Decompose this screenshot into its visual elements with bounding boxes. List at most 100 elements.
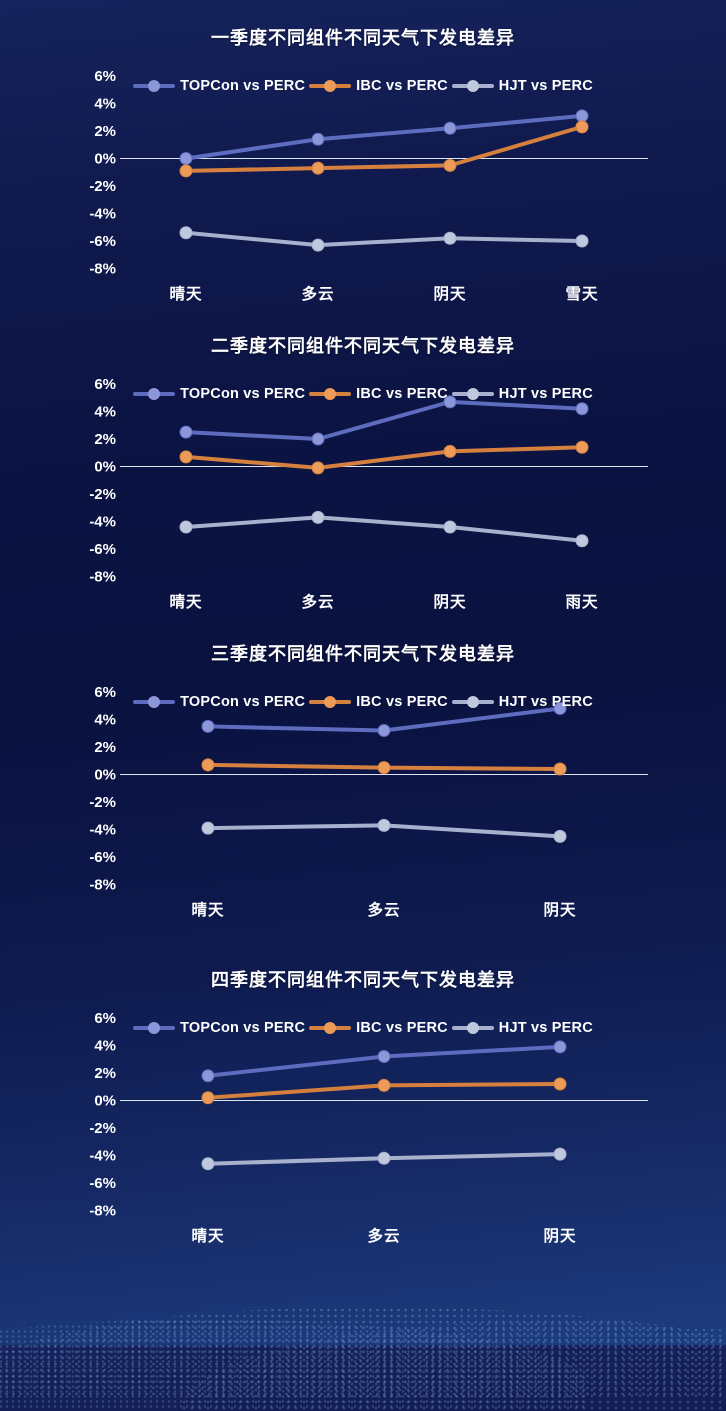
legend-item-hjt: HJT vs PERC [451,78,593,94]
y-tick-label: -6% [89,233,116,250]
data-point-marker [179,152,193,165]
y-tick-label: -6% [89,1175,116,1192]
y-tick-label: -6% [89,849,116,866]
series-line-hjt [184,515,584,543]
data-point-marker [201,758,215,772]
hjt-line-marker-icon [451,388,494,400]
data-point-marker [575,440,589,454]
data-point-marker [179,450,193,464]
x-axis-label: 晴天 [191,1227,224,1245]
data-point-marker [377,818,391,832]
y-tick-label: 2% [94,431,116,448]
y-tick-label: 4% [94,1038,116,1055]
series-line-ibc [184,124,584,173]
x-axis-label: 阴天 [543,901,576,919]
x-axis-label: 多云 [301,284,334,303]
legend-label-topcon: TOPCon vs PERC [180,78,306,94]
data-point-marker [377,1151,391,1165]
data-point-marker [311,161,325,175]
page-background: 一季度不同组件不同天气下发电差异 TOPCon vs PERC IBC vs P… [0,26,726,1411]
data-point-marker [201,1157,215,1171]
series-line-hjt [184,230,584,248]
x-axis-label: 阴天 [433,593,466,611]
data-point-marker [311,132,325,146]
data-point-marker [553,829,567,843]
chart-q1-plot: 6% 4% 2% 0% -2% -4% -6% -8% 晴天 多云 阴天 雪天 [89,68,648,303]
data-point-marker [201,821,215,835]
legend-item-topcon: TOPCon vs PERC [133,1020,305,1036]
data-point-marker [575,109,589,123]
legend-item-ibc: IBC vs PERC [309,386,448,402]
y-tick-label: 4% [94,404,116,421]
chart-q2-title: 二季度不同组件不同天气下发电差异 [211,336,515,356]
legend-item-hjt: HJT vs PERC [451,694,593,710]
data-point-marker [311,461,325,475]
y-tick-label: 4% [94,96,116,113]
y-tick-label: 6% [94,376,116,393]
x-axis-label: 多云 [367,1226,400,1245]
y-tick-label: -2% [89,486,116,503]
x-axis-label: 雪天 [565,285,598,303]
data-point-marker [443,395,457,409]
chart-q3-legend: TOPCon vs PERC IBC vs PERC HJT vs PERC [0,694,726,710]
y-tick-label: 2% [94,123,116,140]
data-point-marker [377,1050,391,1063]
data-point-marker [575,234,589,248]
chart-q2-legend: TOPCon vs PERC IBC vs PERC HJT vs PERC [0,386,726,402]
data-point-marker [377,761,391,775]
chart-q2-plot: 6% 4% 2% 0% -2% -4% -6% -8% 晴天 多云 阴天 雨天 [89,376,648,611]
chart-q1: 一季度不同组件不同天气下发电差异 TOPCon vs PERC IBC vs P… [0,26,726,334]
data-point-marker [377,1078,391,1092]
y-tick-label: 2% [94,739,116,756]
ibc-line-marker-icon [309,80,352,92]
y-tick-label: -6% [89,541,116,558]
topcon-line-marker-icon [133,1022,176,1034]
series-line-topcon [184,399,584,441]
legend-label-topcon: TOPCon vs PERC [180,1020,306,1036]
y-tick-label: 6% [94,68,116,85]
legend-label-hjt: HJT vs PERC [498,1020,593,1036]
y-tick-label: 4% [94,712,116,729]
data-point-marker [443,121,457,135]
data-point-marker [443,158,457,172]
data-point-marker [179,164,193,178]
data-point-marker [201,719,215,733]
legend-label-ibc: IBC vs PERC [356,694,448,710]
data-point-marker [201,1091,215,1105]
series-line-ibc [184,445,584,470]
chart-q2: 二季度不同组件不同天气下发电差异 TOPCon vs PERC IBC vs P… [0,334,726,642]
data-point-marker [179,425,193,439]
legend-label-ibc: IBC vs PERC [356,1020,448,1036]
y-tick-label: 6% [94,1010,116,1027]
y-tick-label: 0% [94,1093,116,1110]
particle-wave-icon [180,1321,726,1411]
legend-item-topcon: TOPCon vs PERC [133,694,305,710]
ibc-line-marker-icon [309,388,352,400]
hjt-line-marker-icon [451,80,494,92]
legend-item-hjt: HJT vs PERC [451,1020,593,1036]
topcon-line-marker-icon [133,696,176,708]
data-point-marker [377,724,391,737]
x-axis-label: 阴天 [543,1227,576,1245]
chart-q4: 四季度不同组件不同天气下发电差异 TOPCon vs PERC IBC vs P… [0,968,726,1276]
y-tick-label: -8% [89,569,116,586]
x-axis-label: 晴天 [169,593,202,611]
x-axis-label: 晴天 [169,285,202,303]
data-point-marker [311,432,325,446]
chart-q4-title: 四季度不同组件不同天气下发电差异 [211,970,515,990]
y-tick-label: -4% [89,514,116,531]
data-point-marker [553,1040,567,1054]
y-tick-label: -8% [89,261,116,278]
data-point-marker [443,520,457,534]
y-tick-label: -4% [89,1148,116,1165]
legend-label-hjt: HJT vs PERC [498,78,593,94]
chart-q1-title: 一季度不同组件不同天气下发电差异 [211,28,515,48]
x-axis-label: 雨天 [565,593,598,611]
legend-item-topcon: TOPCon vs PERC [133,386,305,402]
y-tick-label: 0% [94,767,116,784]
data-point-marker [443,444,457,458]
y-tick-label: -2% [89,178,116,195]
data-point-marker [443,231,457,245]
data-point-marker [179,520,193,534]
hjt-line-marker-icon [451,696,494,708]
